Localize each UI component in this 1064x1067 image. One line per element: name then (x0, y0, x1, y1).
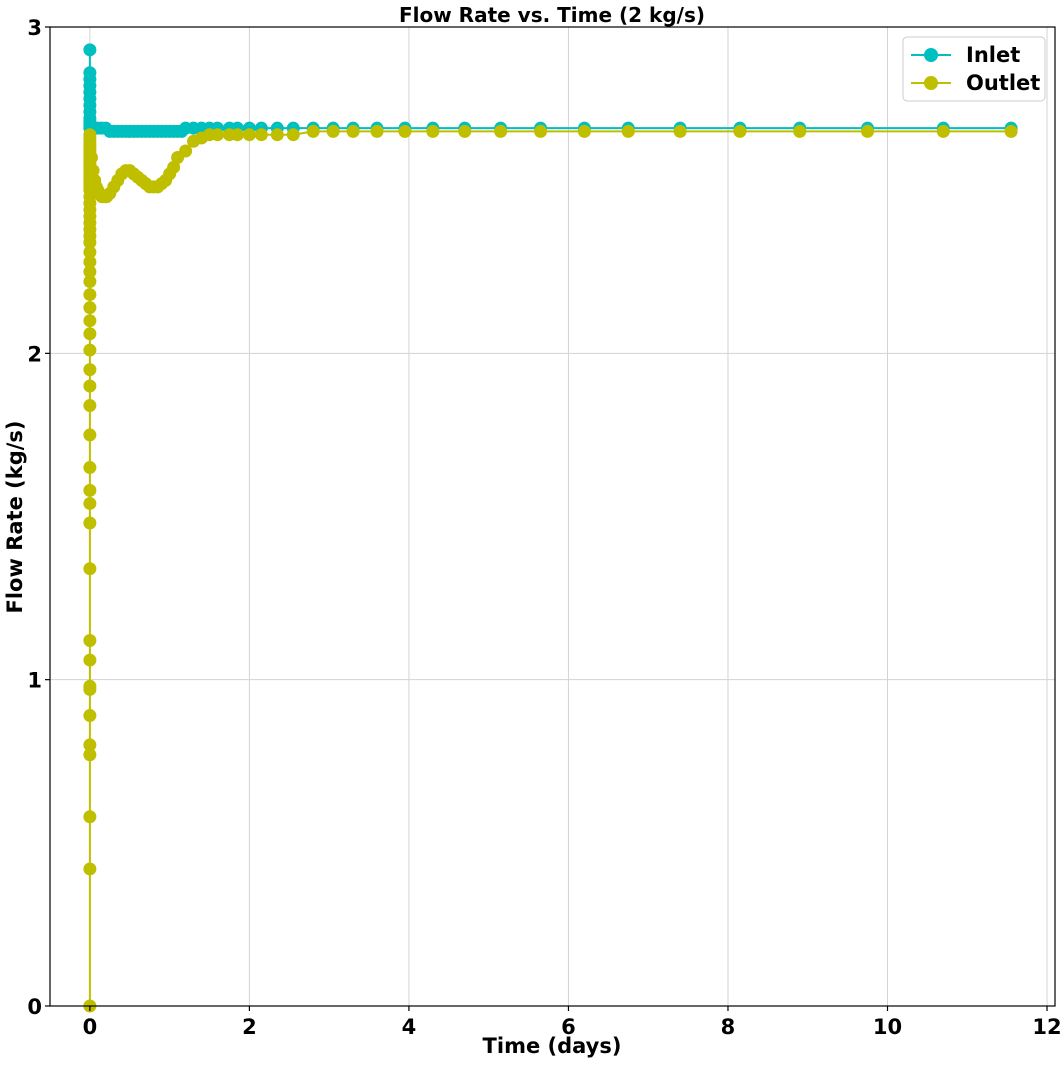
outlet-data-point (242, 128, 256, 142)
y-tick-label: 1 (27, 669, 42, 693)
outlet-data-point (83, 862, 97, 876)
outlet-data-point (270, 128, 284, 142)
outlet-data-point (346, 124, 360, 138)
outlet-data-point (1004, 124, 1018, 138)
outlet-data-point (83, 327, 97, 341)
outlet-data-point (398, 124, 412, 138)
legend-box (902, 36, 1046, 102)
legend-outlet-label: Outlet (966, 71, 1040, 95)
x-tick-label: 4 (402, 1015, 417, 1039)
outlet-data-point (84, 151, 98, 165)
x-tick-label: 8 (721, 1015, 736, 1039)
x-tick-label: 6 (561, 1015, 576, 1039)
outlet-data-point (83, 653, 97, 667)
outlet-data-point (83, 399, 97, 413)
outlet-data-point (83, 245, 97, 259)
outlet-data-point (83, 748, 97, 762)
y-tick-label: 3 (27, 16, 42, 40)
x-tick-label: 2 (242, 1015, 257, 1039)
outlet-data-point (86, 164, 100, 178)
outlet-data-point (83, 314, 97, 328)
outlet-data-point (793, 124, 807, 138)
y-tick-label: 0 (27, 995, 42, 1019)
outlet-data-point (83, 265, 97, 279)
outlet-data-point (370, 124, 384, 138)
outlet-series-line (88, 130, 1012, 1006)
chart-title: Flow Rate vs. Time (2 kg/s) (399, 3, 705, 27)
outlet-data-point (83, 562, 97, 576)
legend-outlet-marker (924, 76, 938, 90)
outlet-data-point (83, 810, 97, 824)
y-axis-label: Flow Rate (kg/s) (3, 421, 27, 614)
outlet-data-point (83, 379, 97, 393)
outlet-data-point (733, 124, 747, 138)
x-tick-label: 0 (83, 1015, 98, 1039)
outlet-data-point (936, 124, 950, 138)
outlet-data-point (254, 128, 268, 142)
legend-inlet-marker (924, 48, 938, 62)
outlet-data-point (83, 461, 97, 475)
y-tick-label: 2 (27, 342, 42, 366)
outlet-data-point (179, 144, 193, 158)
outlet-data-point (83, 738, 97, 752)
outlet-data-point (673, 124, 687, 138)
outlet-data-point (458, 124, 472, 138)
outlet-data-point (306, 124, 320, 138)
grid-layer (50, 26, 1055, 1007)
x-tick-label: 10 (873, 1015, 902, 1039)
inlet-series-line (88, 49, 1012, 133)
series-layer (83, 43, 1018, 1013)
outlet-data-point (167, 160, 181, 174)
outlet-data-point (83, 343, 97, 357)
inlet-data-point (83, 43, 97, 57)
outlet-data-point (83, 301, 97, 315)
outlet-data-point (83, 709, 97, 723)
outlet-data-point (83, 128, 97, 142)
outlet-data-point (83, 363, 97, 377)
outlet-data-point (83, 255, 97, 269)
outlet-data-point (83, 483, 97, 497)
outlet-data-point (861, 124, 875, 138)
outlet-data-point (494, 124, 508, 138)
x-axis-label: Time (days) (483, 1034, 622, 1058)
legend: Inlet Outlet (902, 36, 1046, 102)
legend-inlet-label: Inlet (966, 43, 1020, 67)
outlet-data-point (577, 124, 591, 138)
outlet-data-point (83, 516, 97, 530)
outlet-data-point (83, 496, 97, 510)
outlet-data-point (211, 128, 224, 142)
outlet-data-point (621, 124, 635, 138)
plot-frame (49, 26, 1056, 1007)
outlet-data-point (534, 124, 548, 138)
outlet-data-point (326, 124, 340, 138)
outlet-data-point (83, 275, 97, 289)
x-tick-label: 12 (1032, 1015, 1061, 1039)
outlet-data-point (286, 128, 300, 142)
outlet-data-point (426, 124, 440, 138)
outlet-data-point (83, 634, 97, 648)
outlet-data-point (230, 128, 244, 142)
outlet-data-point (83, 679, 97, 693)
outlet-data-point (83, 288, 97, 302)
outlet-data-point (83, 428, 97, 442)
